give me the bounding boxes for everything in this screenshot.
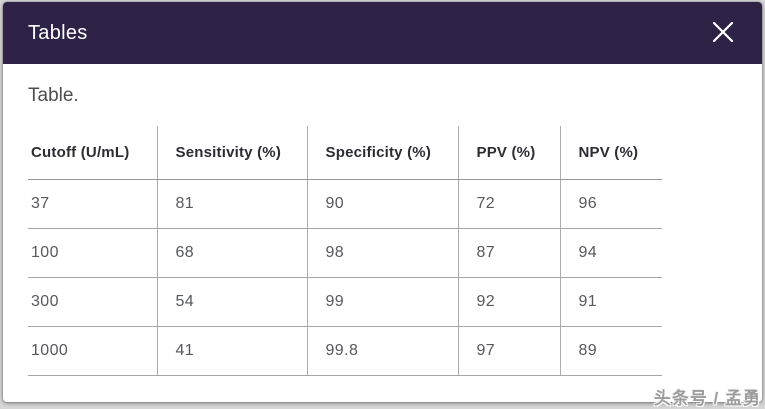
table-cell: 91 xyxy=(559,277,662,327)
table-row: 1000 41 99.8 97 89 xyxy=(28,326,662,376)
table-cell: 81 xyxy=(156,179,307,229)
table-cell: 98 xyxy=(306,228,458,278)
close-button[interactable] xyxy=(708,18,738,48)
dialog-title: Tables xyxy=(28,21,88,44)
table-cell: 92 xyxy=(457,277,560,327)
table-cell: 1000 xyxy=(28,326,157,376)
table-body: 37 81 90 72 96 100 68 98 87 94 300 54 99 92 91 1000 41 99… xyxy=(28,179,662,376)
table-header-row: Cutoff (U/mL) Sensitivity (%) Specificity … xyxy=(28,126,662,180)
table-header: Cutoff (U/mL) Sensitivity (%) Specificity … xyxy=(28,126,662,180)
data-table: Cutoff (U/mL) Sensitivity (%) Specificity … xyxy=(28,126,662,376)
close-icon xyxy=(711,20,735,47)
table-row: 100 68 98 87 94 xyxy=(28,228,662,278)
table-row: 300 54 99 92 91 xyxy=(28,277,662,327)
column-header: PPV (%) xyxy=(457,126,560,180)
table-cell: 100 xyxy=(28,228,157,278)
table-cell: 99 xyxy=(306,277,458,327)
table-cell: 90 xyxy=(306,179,458,229)
column-header: Sensitivity (%) xyxy=(156,126,307,180)
watermark: 头条号 / 孟勇 xyxy=(653,389,761,408)
table-cell: 37 xyxy=(28,179,157,229)
table-cell: 94 xyxy=(559,228,662,278)
tables-dialog: Tables Table. Cutoff (U/mL) Sensitivity (… xyxy=(3,2,762,402)
table-cell: 41 xyxy=(156,326,307,376)
table-caption: Table. xyxy=(28,85,79,106)
table-cell: 96 xyxy=(559,179,662,229)
dialog-header: Tables xyxy=(3,2,762,64)
table-cell: 54 xyxy=(156,277,307,327)
table-row: 37 81 90 72 96 xyxy=(28,179,662,229)
table-cell: 87 xyxy=(457,228,560,278)
table-cell: 72 xyxy=(457,179,560,229)
table-cell: 89 xyxy=(559,326,662,376)
table-cell: 97 xyxy=(457,326,560,376)
table-cell: 99.8 xyxy=(306,326,458,376)
table-cell: 68 xyxy=(156,228,307,278)
column-header: NPV (%) xyxy=(559,126,662,180)
column-header: Specificity (%) xyxy=(306,126,458,180)
dialog-body: Table. Cutoff (U/mL) Sensitivity (%) Speci… xyxy=(3,64,762,376)
column-header: Cutoff (U/mL) xyxy=(28,126,157,180)
table-cell: 300 xyxy=(28,277,157,327)
